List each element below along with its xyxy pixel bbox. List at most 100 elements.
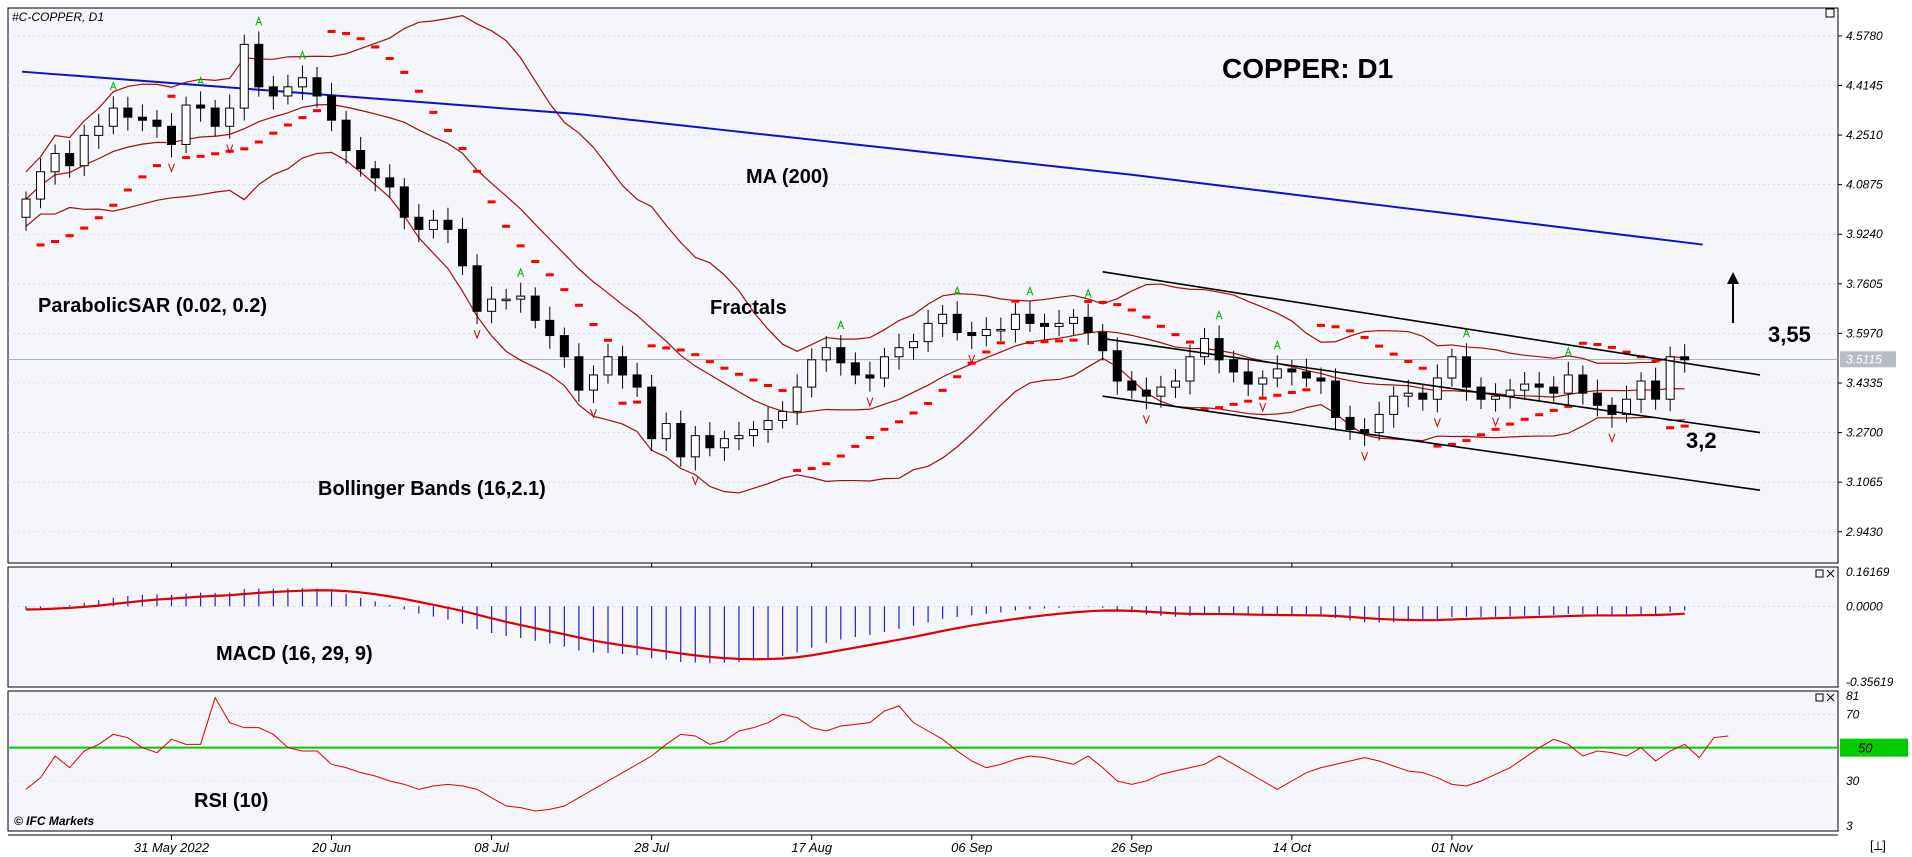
sar-dot xyxy=(1462,439,1471,443)
price-tick-label: 3.2700 xyxy=(1846,426,1883,440)
channel-lower-line xyxy=(1102,395,1761,492)
sar-dot xyxy=(283,123,292,127)
fractal-markers xyxy=(109,16,1616,486)
fractal-down-marker xyxy=(1259,402,1267,413)
rsi-panel-controls[interactable] xyxy=(1815,693,1835,702)
sar-dot xyxy=(953,375,962,379)
fractal-up-marker xyxy=(1084,288,1092,298)
sar-dot xyxy=(720,366,729,370)
candle xyxy=(1185,344,1195,395)
date-tick-label: 17 Aug xyxy=(791,840,832,855)
candle xyxy=(719,430,729,461)
candle xyxy=(196,91,206,122)
sar-dot xyxy=(400,70,409,74)
macd-tick-label: -0.35619 xyxy=(1846,675,1894,689)
fractals-label: Fractals xyxy=(710,297,787,319)
candle xyxy=(1549,376,1559,402)
candle xyxy=(268,75,278,110)
candle xyxy=(1578,365,1588,405)
fractal-down-marker xyxy=(1142,415,1150,425)
fractal-down-marker xyxy=(1433,418,1441,428)
candle xyxy=(428,209,438,239)
rsi-panel xyxy=(7,690,1839,832)
sar-dot xyxy=(109,203,118,207)
candle xyxy=(923,309,933,353)
fractal-up-marker xyxy=(298,50,306,60)
sar-dot xyxy=(1127,308,1136,312)
candle xyxy=(1069,309,1079,336)
sar-dot xyxy=(487,200,496,204)
candle xyxy=(1040,313,1049,341)
candle xyxy=(647,374,657,452)
candle xyxy=(1418,384,1428,411)
sar-dot xyxy=(880,427,889,431)
fractal-up-marker xyxy=(197,75,205,86)
fractal-up-marker xyxy=(255,16,263,26)
date-tick-label: 14 Oct xyxy=(1273,840,1313,855)
sar-dot xyxy=(982,350,991,354)
parabolic-sar-label: ParabolicSAR (0.02, 0.2) xyxy=(38,295,267,317)
chart-title: COPPER: D1 xyxy=(1222,53,1393,84)
candle xyxy=(559,327,569,368)
target-down-label: 3,2 xyxy=(1686,428,1717,453)
candle xyxy=(1665,346,1675,412)
sar-dot xyxy=(589,323,598,327)
sar-dot xyxy=(1549,408,1558,412)
sar-dot xyxy=(895,420,903,424)
fractal-up-marker xyxy=(953,285,961,296)
current-price-box xyxy=(1840,351,1896,368)
fractal-down-marker xyxy=(1361,451,1369,462)
sar-dot xyxy=(313,109,321,113)
price-tick-label: 3.1065 xyxy=(1846,475,1883,489)
sar-dot xyxy=(1593,343,1602,347)
corner-icon[interactable]: [⟂] xyxy=(1870,838,1886,853)
sar-dot xyxy=(1607,345,1616,349)
candle xyxy=(370,160,380,192)
candle xyxy=(778,401,788,429)
sar-dot xyxy=(793,468,802,472)
fractal-down-marker xyxy=(968,354,976,365)
copyright-label: © IFC Markets xyxy=(14,814,95,828)
candle xyxy=(50,144,60,185)
candle xyxy=(1680,344,1690,373)
sar-dot xyxy=(240,147,249,151)
candle xyxy=(472,254,482,325)
macd-panel-controls[interactable] xyxy=(1815,569,1835,578)
candle xyxy=(487,286,497,324)
candle xyxy=(181,96,191,154)
up-arrow-icon xyxy=(1727,272,1739,323)
sar-dot xyxy=(1506,422,1515,426)
candle xyxy=(283,74,293,105)
candle xyxy=(1098,324,1108,361)
candle xyxy=(661,412,671,452)
rsi-tick-label: 3 xyxy=(1846,819,1853,833)
sar-dot xyxy=(691,353,700,357)
rsi-label: RSI (10) xyxy=(194,790,268,812)
sar-dot xyxy=(662,346,671,350)
sar-dot xyxy=(1680,424,1689,428)
candle xyxy=(385,164,395,198)
candle xyxy=(1170,369,1180,399)
sar-dot xyxy=(327,29,336,33)
candle xyxy=(94,113,104,149)
sar-dot xyxy=(1578,341,1587,345)
sar-dot xyxy=(1360,335,1369,339)
rsi-tick-label: 70 xyxy=(1846,707,1860,721)
channel-upper-line xyxy=(1102,271,1761,376)
sar-dot xyxy=(138,175,147,179)
candle xyxy=(254,31,264,97)
sar-dot xyxy=(1346,329,1355,333)
maximize-button[interactable] xyxy=(1825,8,1835,18)
sar-dot xyxy=(1491,427,1500,431)
fractal-up-marker xyxy=(1026,286,1034,296)
candle xyxy=(1243,358,1253,397)
candle xyxy=(1127,371,1137,399)
candle xyxy=(1200,327,1210,365)
candle xyxy=(632,362,642,397)
candle xyxy=(676,410,686,467)
sar-dot xyxy=(618,401,627,405)
candle xyxy=(341,110,351,164)
sar-dot xyxy=(1404,359,1413,363)
sar-dot xyxy=(1520,417,1529,421)
sar-dot xyxy=(429,110,438,114)
